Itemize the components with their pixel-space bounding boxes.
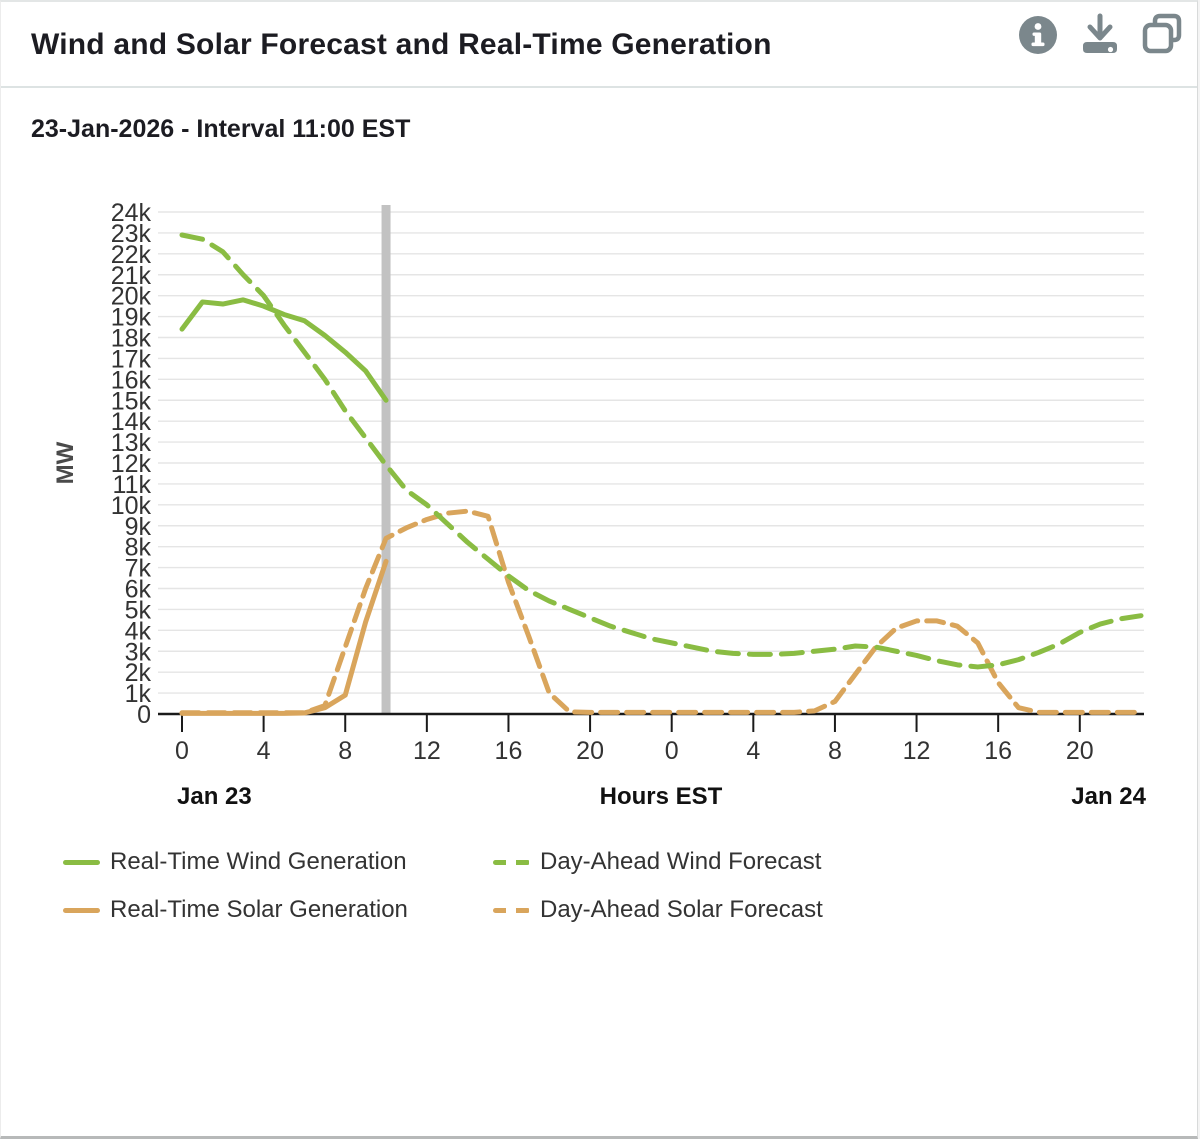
y-tick-label: 8k (125, 534, 152, 562)
y-axis-title: MW (52, 441, 79, 484)
series-real-time-wind-generation (179, 297, 389, 403)
y-tick-label: 20k (111, 283, 152, 311)
x-tick-label: 16 (495, 737, 523, 765)
x-tick-label: 8 (338, 737, 352, 765)
legend-label: Day-Ahead Solar Forecast (540, 896, 823, 923)
y-tick-label: 19k (111, 304, 152, 332)
legend-swatch-solid-wind (63, 859, 100, 865)
download-button[interactable] (1079, 13, 1121, 60)
y-tick-label: 12k (111, 450, 152, 478)
y-tick-label: 1k (125, 680, 152, 708)
current-interval-marker (381, 205, 391, 714)
y-tick-label: 7k (125, 555, 152, 583)
legend-swatch-solid-solar (63, 907, 100, 913)
series-real-time-solar-generation (179, 558, 389, 716)
x-tick-label: 12 (413, 737, 441, 765)
x-axis-title: Hours EST (600, 783, 723, 810)
download-icon (1079, 13, 1121, 60)
x-tick-label: 16 (984, 737, 1012, 765)
header-divider (1, 86, 1197, 88)
y-tick-label: 15k (111, 387, 152, 415)
y-tick-label: 22k (111, 241, 152, 269)
x-tick-label: 12 (903, 737, 931, 765)
info-button[interactable] (1017, 14, 1059, 58)
chart-legend: Real-Time Wind Generation Day-Ahead Wind… (63, 848, 823, 924)
legend-swatch-dashed-solar (493, 907, 530, 913)
y-tick-label: 10k (111, 492, 152, 520)
x-tick-label: 0 (665, 737, 679, 765)
y-tick-label: 6k (125, 576, 152, 604)
y-tick-label: 5k (125, 596, 152, 624)
y-tick-label: 24k (111, 199, 152, 227)
legend-item-real-time-solar: Real-Time Solar Generation (63, 896, 493, 924)
day-label-jan23: Jan 23 (177, 783, 252, 810)
y-tick-label: 4k (125, 617, 152, 645)
x-tick-label: 8 (828, 737, 842, 765)
legend-item-real-time-wind: Real-Time Wind Generation (63, 848, 493, 876)
x-tick-label: 20 (1066, 737, 1094, 765)
legend-item-day-ahead-solar: Day-Ahead Solar Forecast (493, 896, 823, 924)
legend-item-day-ahead-wind: Day-Ahead Wind Forecast (493, 848, 823, 876)
day-label-jan24: Jan 24 (1071, 783, 1146, 810)
y-tick-label: 14k (111, 408, 152, 436)
x-tick-label: 4 (257, 737, 271, 765)
y-tick-label: 0 (137, 701, 151, 729)
chart-subtitle: 23-Jan-2026 - Interval 11:00 EST (31, 115, 411, 143)
y-tick-label: 18k (111, 325, 152, 353)
y-tick-label: 9k (125, 513, 152, 541)
legend-label: Real-Time Solar Generation (110, 896, 408, 923)
y-tick-label: 21k (111, 262, 152, 290)
legend-label: Day-Ahead Wind Forecast (540, 848, 822, 875)
forecast-chart: 01k2k3k4k5k6k7k8k9k10k11k12k13k14k15k16k… (52, 199, 1147, 810)
legend-label: Real-Time Wind Generation (110, 848, 407, 875)
legend-swatch-dashed-wind (493, 859, 530, 865)
copy-button[interactable] (1141, 13, 1183, 60)
series-day-ahead-wind-forecast (179, 232, 1144, 670)
x-tick-label: 0 (175, 737, 189, 765)
info-icon (1018, 15, 1058, 58)
y-tick-label: 3k (125, 638, 152, 666)
x-tick-label: 20 (576, 737, 604, 765)
page-title: Wind and Solar Forecast and Real-Time Ge… (31, 28, 772, 61)
y-tick-label: 23k (111, 220, 152, 248)
y-tick-label: 11k (113, 471, 152, 499)
copy-icon (1141, 13, 1183, 60)
series-day-ahead-solar-forecast (179, 508, 1144, 716)
y-tick-label: 17k (111, 345, 152, 373)
x-tick-label: 4 (746, 737, 760, 765)
toolbar (1017, 13, 1183, 60)
y-tick-label: 2k (125, 659, 152, 687)
y-tick-label: 13k (111, 429, 152, 457)
y-tick-label: 16k (111, 366, 152, 394)
